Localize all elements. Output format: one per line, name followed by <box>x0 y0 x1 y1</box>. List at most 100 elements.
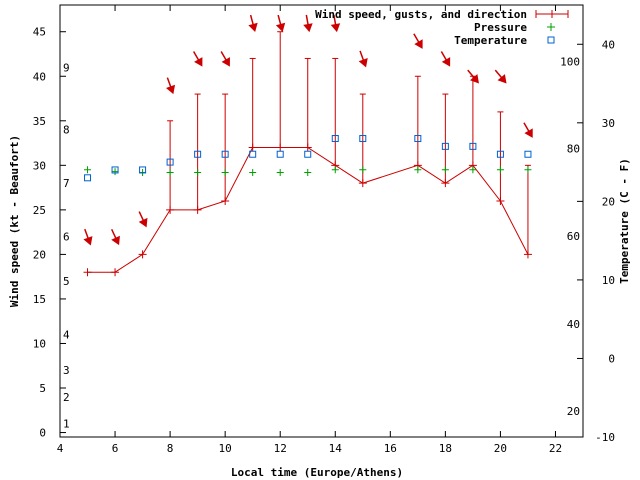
wind-direction-arrow <box>330 14 341 33</box>
temperature-point <box>441 142 449 150</box>
temperature-point <box>524 150 532 158</box>
temperature-point <box>276 150 284 158</box>
temperature-point <box>221 150 229 158</box>
temperature-point <box>84 174 92 182</box>
beaufort-label: 6 <box>63 231 70 244</box>
wind-speed-point <box>221 196 230 205</box>
x-tick-label: 16 <box>384 442 397 455</box>
beaufort-label: 8 <box>63 124 70 137</box>
fahrenheit-label: 80 <box>567 143 580 156</box>
beaufort-label: 7 <box>63 177 70 190</box>
pressure-point <box>304 168 312 176</box>
pressure-point <box>359 166 367 174</box>
wind-speed-point <box>248 143 257 152</box>
temperature-point <box>414 135 422 143</box>
temperature-point <box>111 166 119 174</box>
wind-direction-arrow <box>248 14 258 32</box>
y-tick-label: 20 <box>33 248 46 261</box>
y-tick-label: 45 <box>33 26 46 39</box>
x-tick-label: 14 <box>329 442 343 455</box>
pressure-point <box>496 166 504 174</box>
wind-direction-arrow <box>467 69 479 84</box>
y2-tick-label: 40 <box>602 38 615 51</box>
x-tick-label: 10 <box>219 442 232 455</box>
beaufort-label: 2 <box>63 391 70 404</box>
fahrenheit-label: 100 <box>560 56 580 69</box>
wind-speed-point <box>523 250 532 259</box>
wind-speed-point <box>303 143 312 152</box>
wind-speed-point <box>83 268 92 277</box>
y2-tick-label: -10 <box>595 431 615 444</box>
wind-speed-line <box>87 147 529 273</box>
x-axis-label: Local time (Europe/Athens) <box>231 466 403 479</box>
wind-direction-arrow <box>440 51 451 67</box>
y-axis-label: Wind speed (kt - Beaufort) <box>8 135 21 307</box>
wind-speed-point <box>111 268 120 277</box>
temperature-point <box>139 166 147 174</box>
pressure-point <box>111 168 119 176</box>
x-tick-label: 20 <box>494 442 507 455</box>
beaufort-label: 5 <box>63 275 70 288</box>
pressure-point <box>414 166 422 174</box>
wind-direction-arrow <box>138 211 148 228</box>
temperature-point <box>359 135 367 143</box>
pressure-point <box>84 166 92 174</box>
pressure-point <box>331 166 339 174</box>
wind-speed-point <box>193 205 202 214</box>
x-tick-label: 6 <box>112 442 119 455</box>
legend-label-wind: Wind speed, gusts, and direction <box>315 8 527 21</box>
x-tick-label: 18 <box>439 442 452 455</box>
temperature-point <box>194 150 202 158</box>
wind-speed-point <box>441 179 450 188</box>
y2-tick-label: 30 <box>602 117 615 130</box>
x-tick-label: 8 <box>167 442 174 455</box>
wind-speed-point <box>276 143 285 152</box>
pressure-point <box>249 168 257 176</box>
fahrenheit-label: 40 <box>567 318 580 331</box>
y-tick-label: 5 <box>39 382 46 395</box>
y2-axis-label: Temperature (C - F) <box>618 158 631 284</box>
y-tick-label: 40 <box>33 70 46 83</box>
temperature-point <box>304 150 312 158</box>
wind-direction-arrow <box>494 69 507 84</box>
pressure-point <box>221 168 229 176</box>
wind-direction-arrow <box>166 77 176 95</box>
wind-direction-arrow <box>110 229 120 246</box>
wind-speed-point <box>496 196 505 205</box>
temperature-point <box>166 158 174 166</box>
y2-tick-label: 20 <box>602 195 615 208</box>
wind-direction-arrow <box>413 33 423 49</box>
y-tick-label: 30 <box>33 159 46 172</box>
beaufort-label: 1 <box>63 418 70 431</box>
legend-sample-pressure <box>547 23 555 31</box>
wind-direction-arrow <box>83 228 93 246</box>
legend: Wind speed, gusts, and direction Pressur… <box>315 8 569 47</box>
pressure-point <box>166 168 174 176</box>
y-tick-label: 0 <box>39 427 46 440</box>
pressure-point <box>194 168 202 176</box>
pressure-point <box>276 168 284 176</box>
temperature-point <box>331 135 339 143</box>
legend-label-pressure: Pressure <box>474 21 527 34</box>
y-tick-label: 10 <box>33 337 46 350</box>
wind-direction-arrow <box>220 51 230 67</box>
beaufort-label: 9 <box>63 61 70 74</box>
y-tick-label: 15 <box>33 293 46 306</box>
temperature-point <box>469 142 477 150</box>
x-tick-label: 22 <box>549 442 562 455</box>
fahrenheit-label: 60 <box>567 230 580 243</box>
x-tick-label: 12 <box>274 442 287 455</box>
temperature-point <box>496 150 504 158</box>
pressure-point <box>524 166 532 174</box>
y2-tick-label: 10 <box>602 274 615 287</box>
wind-direction-arrow <box>303 14 313 33</box>
temperature-point <box>249 150 257 158</box>
y-tick-label: 35 <box>33 115 46 128</box>
wind-direction-arrow <box>275 14 286 32</box>
plot-frame <box>59 4 584 438</box>
wind-speed-point <box>166 205 175 214</box>
wind-speed-point <box>138 250 147 259</box>
beaufort-label: 3 <box>63 364 70 377</box>
